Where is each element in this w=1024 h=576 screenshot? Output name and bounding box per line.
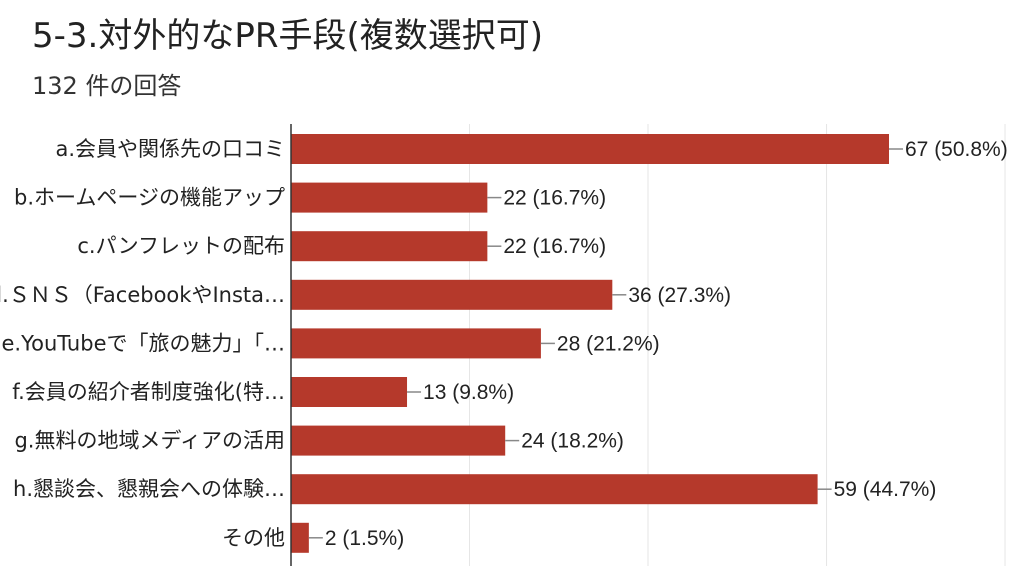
value-label-6: 24 (18.2%) bbox=[521, 430, 624, 453]
value-label-7: 59 (44.7%) bbox=[834, 478, 937, 501]
bar-5 bbox=[291, 377, 408, 407]
category-label-0: a.会員や関係先の口コミ bbox=[55, 137, 285, 161]
bar-7 bbox=[291, 474, 818, 505]
category-label-1: b.ホームページの機能アップ bbox=[14, 186, 285, 210]
bar-8 bbox=[291, 522, 309, 553]
bar-1 bbox=[291, 182, 488, 213]
category-label-4: e.YouTubeで「旅の魅力」「… bbox=[2, 331, 286, 355]
value-label-3: 36 (27.3%) bbox=[628, 284, 731, 307]
chart-title: 5-3.対外的なPR手段(複数選択可) bbox=[32, 16, 543, 56]
category-label-8: その他 bbox=[222, 526, 285, 550]
bar-4 bbox=[291, 328, 541, 359]
category-label-5: f.会員の紹介者制度強化(特… bbox=[12, 380, 285, 404]
response-count: 132 件の回答 bbox=[32, 72, 182, 100]
value-label-8: 2 (1.5%) bbox=[325, 527, 404, 550]
bar-0 bbox=[291, 134, 889, 164]
bar-2 bbox=[291, 231, 488, 262]
value-label-5: 13 (9.8%) bbox=[423, 381, 514, 404]
category-label-3: d.ＳＮＳ（FacebookやInsta… bbox=[0, 283, 285, 307]
category-label-7: h.懇談会、懇親会への体験… bbox=[13, 477, 285, 501]
bar-6 bbox=[291, 425, 506, 456]
value-label-1: 22 (16.7%) bbox=[503, 187, 606, 210]
bar-3 bbox=[291, 279, 613, 310]
value-label-2: 22 (16.7%) bbox=[503, 235, 606, 258]
value-label-4: 28 (21.2%) bbox=[557, 332, 660, 355]
value-label-0: 67 (50.8%) bbox=[905, 138, 1008, 161]
category-label-6: g.無料の地域メディアの活用 bbox=[14, 429, 285, 453]
category-label-2: c.パンフレットの配布 bbox=[77, 234, 285, 258]
